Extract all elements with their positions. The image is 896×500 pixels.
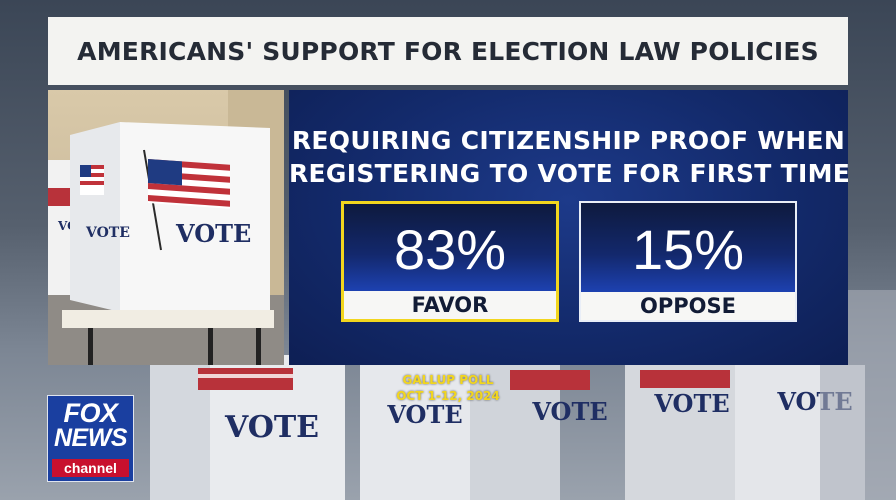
poll-info-panel: REQUIRING CITIZENSHIP PROOF WHEN REGISTE… — [289, 90, 848, 365]
background-booth: VOTE VOTE — [360, 360, 608, 500]
oppose-stat-box: 15% OPPOSE — [579, 201, 797, 322]
favor-percentage: 83% — [344, 204, 556, 295]
voting-booth-photo: VOTE VOTE VOTE — [48, 90, 284, 365]
favor-stat-box: 83% FAVOR — [341, 201, 559, 322]
oppose-percentage: 15% — [581, 203, 795, 296]
background-booth: VOTE — [150, 355, 345, 500]
photo-booth-label-small: VOTE — [85, 225, 130, 241]
poll-question: REQUIRING CITIZENSHIP PROOF WHEN REGISTE… — [289, 124, 848, 190]
background-booth-label: VOTE — [224, 410, 319, 445]
poll-question-line: REGISTERING TO VOTE FOR FIRST TIME — [289, 159, 848, 188]
title-bar: AMERICANS' SUPPORT FOR ELECTION LAW POLI… — [48, 17, 848, 85]
oppose-label: OPPOSE — [581, 292, 795, 320]
background-booth-label: VOTE — [531, 397, 607, 426]
poll-source: GALLUP POLL OCT 1-12, 2024 — [368, 372, 528, 404]
logo-fox-text: FOX — [63, 398, 118, 428]
poll-source-date: OCT 1-12, 2024 — [396, 389, 500, 403]
fox-news-logo: FOX NEWS channel — [47, 395, 134, 482]
poll-source-name: GALLUP POLL — [402, 373, 494, 387]
background-booth-label: VOTE — [653, 389, 729, 418]
photo-booth-label: VOTE — [175, 219, 251, 248]
poll-question-line: REQUIRING CITIZENSHIP PROOF WHEN — [291, 126, 846, 155]
logo-news-text: NEWS — [54, 424, 128, 452]
logo-channel-text: channel — [52, 459, 129, 477]
favor-label: FAVOR — [344, 291, 556, 319]
graphic-title: AMERICANS' SUPPORT FOR ELECTION LAW POLI… — [77, 36, 819, 66]
background-booth-label: VOTE — [386, 400, 462, 429]
